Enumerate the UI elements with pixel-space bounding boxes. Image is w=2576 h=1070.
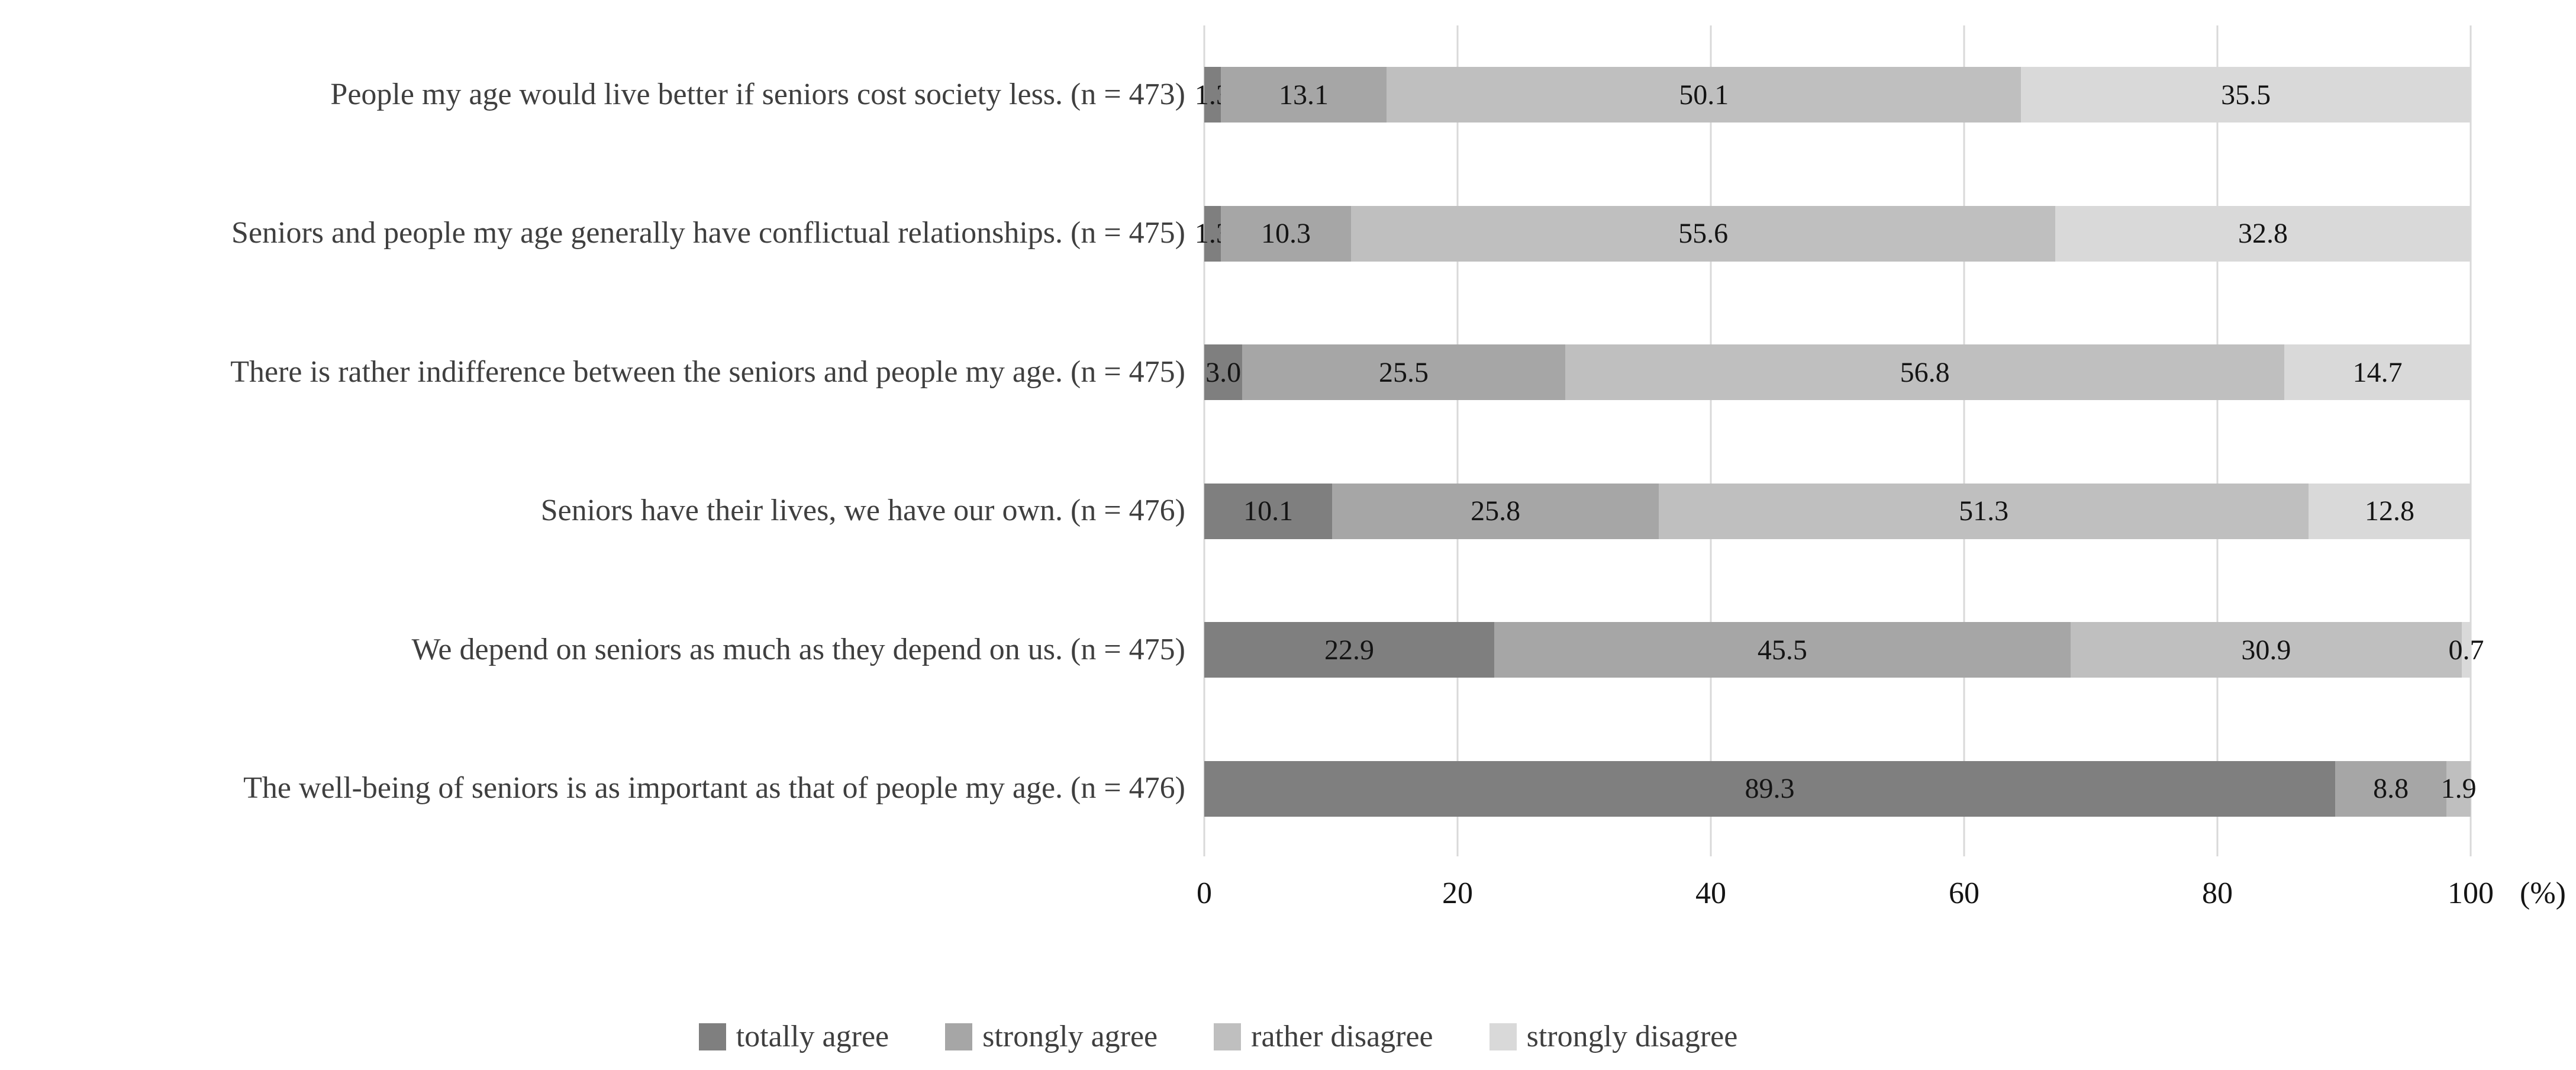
data-label: 35.5 xyxy=(2221,79,2271,111)
data-label: 10.1 xyxy=(1243,495,1294,527)
x-tick-label-0: 0 xyxy=(1197,876,1212,910)
data-label: 10.3 xyxy=(1261,218,1311,249)
bar-segment-strongly-disagree: 0.7 xyxy=(2448,622,2484,678)
bar-segment-rather-disagree: 50.1 xyxy=(1387,67,2022,123)
legend: totally agree strongly agree rather disagr… xyxy=(0,1019,2506,1054)
bar-segment-strongly-agree: 45.5 xyxy=(1494,622,2071,678)
bar-segment-totally-agree: 22.9 xyxy=(1204,622,1495,678)
category-label: The well-being of seniors is as importan… xyxy=(243,771,1185,805)
bar-segment-rather-disagree: 51.3 xyxy=(1659,483,2309,539)
bar-track: 1.3 13.1 50.1 35.5 xyxy=(1195,67,2471,123)
bar-segment-rather-disagree: 1.9 xyxy=(2441,760,2477,817)
gridline-40 xyxy=(1710,25,1712,856)
category-label: Seniors have their lives, we have our ow… xyxy=(540,494,1185,528)
category-label: We depend on seniors as much as they dep… xyxy=(411,632,1185,666)
axis-unit-label: (%) xyxy=(2520,876,2566,910)
category-label: There is rather indifference between the… xyxy=(230,354,1185,389)
gridline-80 xyxy=(2216,25,2219,856)
bar-segment-strongly-agree: 8.8 xyxy=(2335,760,2447,817)
legend-swatch-icon xyxy=(1214,1023,1242,1050)
bar-segment-totally-agree: 89.3 xyxy=(1204,760,2336,817)
bar-segment-totally-agree: 3.0 xyxy=(1204,344,1243,400)
bar-track: 10.1 25.8 51.3 12.8 xyxy=(1204,483,2471,539)
legend-swatch-icon xyxy=(1489,1023,1517,1050)
bar-segment-strongly-agree: 10.3 xyxy=(1220,205,1352,262)
bar-segment-strongly-disagree: 32.8 xyxy=(2055,205,2471,262)
bar-row: There is rather indifference between the… xyxy=(0,344,2576,400)
plot-area xyxy=(1203,25,2472,856)
bar-segment-rather-disagree: 56.8 xyxy=(1565,344,2285,400)
data-label: 1.9 xyxy=(2440,773,2477,804)
bar-row: Seniors have their lives, we have our ow… xyxy=(0,483,2576,539)
category-label: Seniors and people my age generally have… xyxy=(231,216,1185,250)
legend-swatch-icon xyxy=(945,1023,973,1050)
data-label: 51.3 xyxy=(1959,495,2009,527)
data-label: 3.0 xyxy=(1205,356,1242,388)
legend-swatch-icon xyxy=(698,1023,726,1050)
data-label: 22.9 xyxy=(1324,634,1375,666)
gridline-100 xyxy=(2469,25,2472,856)
bar-track: 1.3 10.3 55.6 32.8 xyxy=(1195,205,2471,262)
data-label: 25.5 xyxy=(1379,356,1429,388)
data-label: 32.8 xyxy=(2238,218,2288,249)
data-label: 30.9 xyxy=(2241,634,2291,666)
bar-row: We depend on seniors as much as they dep… xyxy=(0,622,2576,678)
data-label: 89.3 xyxy=(1745,773,1795,804)
bar-segment-strongly-agree: 25.5 xyxy=(1242,344,1565,400)
bar-segment-totally-agree: 1.3 xyxy=(1195,67,1230,123)
bar-segment-strongly-disagree: 12.8 xyxy=(2309,483,2471,539)
legend-label: strongly disagree xyxy=(1526,1020,1738,1053)
gridline-60 xyxy=(1963,25,1965,856)
data-label: 8.8 xyxy=(2373,773,2409,804)
bar-segment-strongly-agree: 25.8 xyxy=(1332,483,1659,539)
x-tick-label-60: 60 xyxy=(1949,876,1979,910)
legend-label: rather disagree xyxy=(1251,1020,1433,1053)
data-label: 50.1 xyxy=(1679,79,1729,111)
x-tick-label-80: 80 xyxy=(2202,876,2233,910)
data-label: 55.6 xyxy=(1678,218,1729,249)
legend-item-totally-agree: totally agree xyxy=(698,1019,889,1054)
bar-row: The well-being of seniors is as importan… xyxy=(0,760,2576,817)
bar-segment-strongly-disagree: 14.7 xyxy=(2284,344,2471,400)
data-label: 12.8 xyxy=(2365,495,2414,527)
gridline-20 xyxy=(1456,25,1459,856)
x-tick-label-20: 20 xyxy=(1442,876,1473,910)
bar-segment-totally-agree: 10.1 xyxy=(1204,483,1333,539)
data-label: 14.7 xyxy=(2352,356,2403,388)
data-label: 45.5 xyxy=(1757,634,1807,666)
legend-label: totally agree xyxy=(736,1020,889,1053)
bar-track: 89.3 8.8 1.9 xyxy=(1204,760,2477,817)
bar-segment-rather-disagree: 55.6 xyxy=(1351,205,2056,262)
legend-label: strongly agree xyxy=(982,1020,1158,1053)
data-label: 56.8 xyxy=(1900,356,1950,388)
x-tick-label-100: 100 xyxy=(2448,876,2494,910)
x-tick-label-40: 40 xyxy=(1695,876,1726,910)
bar-track: 22.9 45.5 30.9 0.7 xyxy=(1204,622,2484,678)
bar-segment-rather-disagree: 30.9 xyxy=(2070,622,2462,678)
bar-row: People my age would live better if senio… xyxy=(0,67,2576,123)
legend-item-strongly-disagree: strongly disagree xyxy=(1489,1019,1738,1054)
data-label: 0.7 xyxy=(2448,634,2484,666)
bar-segment-strongly-disagree: 35.5 xyxy=(2021,67,2471,123)
bar-segment-strongly-agree: 13.1 xyxy=(1220,67,1387,123)
category-label: People my age would live better if senio… xyxy=(330,77,1185,111)
data-label: 25.8 xyxy=(1471,495,1521,527)
data-label: 13.1 xyxy=(1278,79,1329,111)
bar-track: 3.0 25.5 56.8 14.7 xyxy=(1204,344,2471,400)
gridline-0 xyxy=(1203,25,1205,856)
legend-item-rather-disagree: rather disagree xyxy=(1214,1019,1433,1054)
legend-item-strongly-agree: strongly agree xyxy=(945,1019,1158,1054)
bar-segment-totally-agree: 1.3 xyxy=(1195,205,1230,262)
bar-row: Seniors and people my age generally have… xyxy=(0,205,2576,262)
